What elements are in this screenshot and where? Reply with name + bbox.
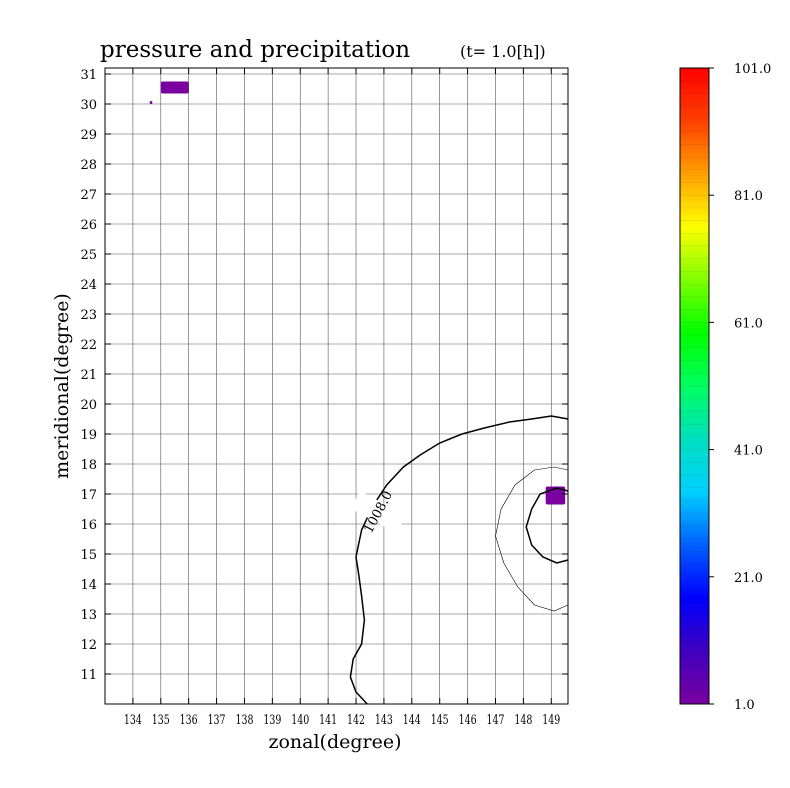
plot-border bbox=[104, 67, 569, 705]
y-tick-label: 14 bbox=[80, 578, 97, 593]
y-tick-label: 22 bbox=[80, 338, 97, 353]
y-tick-label: 30 bbox=[80, 98, 97, 113]
colorbar-bands bbox=[680, 80, 709, 692]
y-tick-label: 24 bbox=[80, 278, 97, 293]
y-tick-label: 16 bbox=[80, 518, 97, 533]
colorbar-ticks: 1.0 21.0 41.0 61.0 81.0 101.0 bbox=[709, 62, 771, 713]
colorbar-tick-label: 21.0 bbox=[734, 571, 763, 586]
colorbar-tick-label: 101.0 bbox=[734, 62, 771, 77]
y-tick-label: 21 bbox=[80, 368, 97, 383]
y-tick-label: 12 bbox=[80, 638, 97, 653]
y-tick-label: 17 bbox=[80, 488, 97, 503]
y-tick-label: 13 bbox=[80, 608, 97, 623]
chart-subtitle: (t= 1.0[h]) bbox=[460, 42, 546, 61]
x-tick-label: 136 bbox=[180, 713, 198, 728]
y-tick-label: 18 bbox=[80, 458, 97, 473]
grid-lines bbox=[105, 68, 568, 704]
plot-frame bbox=[105, 68, 568, 704]
y-tick-label: 15 bbox=[80, 548, 97, 563]
chart-title: pressure and precipitation bbox=[100, 37, 410, 63]
y-axis-label: meridional(degree) bbox=[51, 293, 73, 479]
colorbar-tick-label: 1.0 bbox=[734, 698, 755, 713]
x-tick-label: 134 bbox=[124, 713, 142, 728]
x-tick-label: 149 bbox=[542, 713, 560, 728]
colorbar: 1.0 21.0 41.0 61.0 81.0 101.0 bbox=[679, 62, 771, 713]
contour-label-bg bbox=[350, 490, 406, 534]
y-tick-label: 19 bbox=[80, 428, 97, 443]
contour-line bbox=[495, 466, 569, 612]
y-tick-label: 25 bbox=[80, 248, 97, 263]
y-tick-label: 23 bbox=[80, 308, 97, 323]
x-tick-label: 139 bbox=[263, 713, 281, 728]
x-tick-label: 138 bbox=[235, 713, 253, 728]
x-tick-label: 148 bbox=[514, 713, 532, 728]
y-tick-label: 26 bbox=[80, 218, 97, 233]
x-tick-label: 141 bbox=[319, 713, 337, 728]
contour-line bbox=[525, 487, 569, 564]
y-tick-label: 20 bbox=[80, 398, 97, 413]
precip-patch bbox=[149, 101, 153, 104]
plot-area: 1008.0 134 135 136 137 138 139 140 141 142 143 144… bbox=[80, 67, 569, 728]
x-tick-label: 144 bbox=[403, 713, 421, 728]
y-tick-label: 31 bbox=[80, 68, 97, 83]
axis-ticks: 134 135 136 137 138 139 140 141 142 143 144 145 146 1… bbox=[80, 68, 568, 728]
x-tick-label: 146 bbox=[459, 713, 477, 728]
x-tick-label: 135 bbox=[152, 713, 170, 728]
colorbar-tick-label: 81.0 bbox=[734, 189, 763, 204]
x-tick-label: 142 bbox=[347, 713, 365, 728]
precip-patch bbox=[160, 81, 189, 94]
colorbar-tick-label: 61.0 bbox=[734, 316, 763, 331]
y-tick-label: 28 bbox=[80, 158, 97, 173]
y-tick-label: 29 bbox=[80, 128, 97, 143]
x-tick-label: 137 bbox=[208, 713, 226, 728]
x-tick-label: 147 bbox=[486, 713, 504, 728]
colorbar-gradient bbox=[679, 67, 710, 705]
y-tick-label: 27 bbox=[80, 188, 97, 203]
colorbar-tick-label: 41.0 bbox=[734, 444, 763, 459]
x-tick-label: 140 bbox=[291, 713, 309, 728]
pressure-contours: 1008.0 bbox=[349, 415, 569, 705]
y-tick-label: 11 bbox=[80, 668, 97, 683]
x-axis-label: zonal(degree) bbox=[268, 731, 401, 753]
x-tick-label: 145 bbox=[431, 713, 449, 728]
x-tick-label: 143 bbox=[375, 713, 393, 728]
